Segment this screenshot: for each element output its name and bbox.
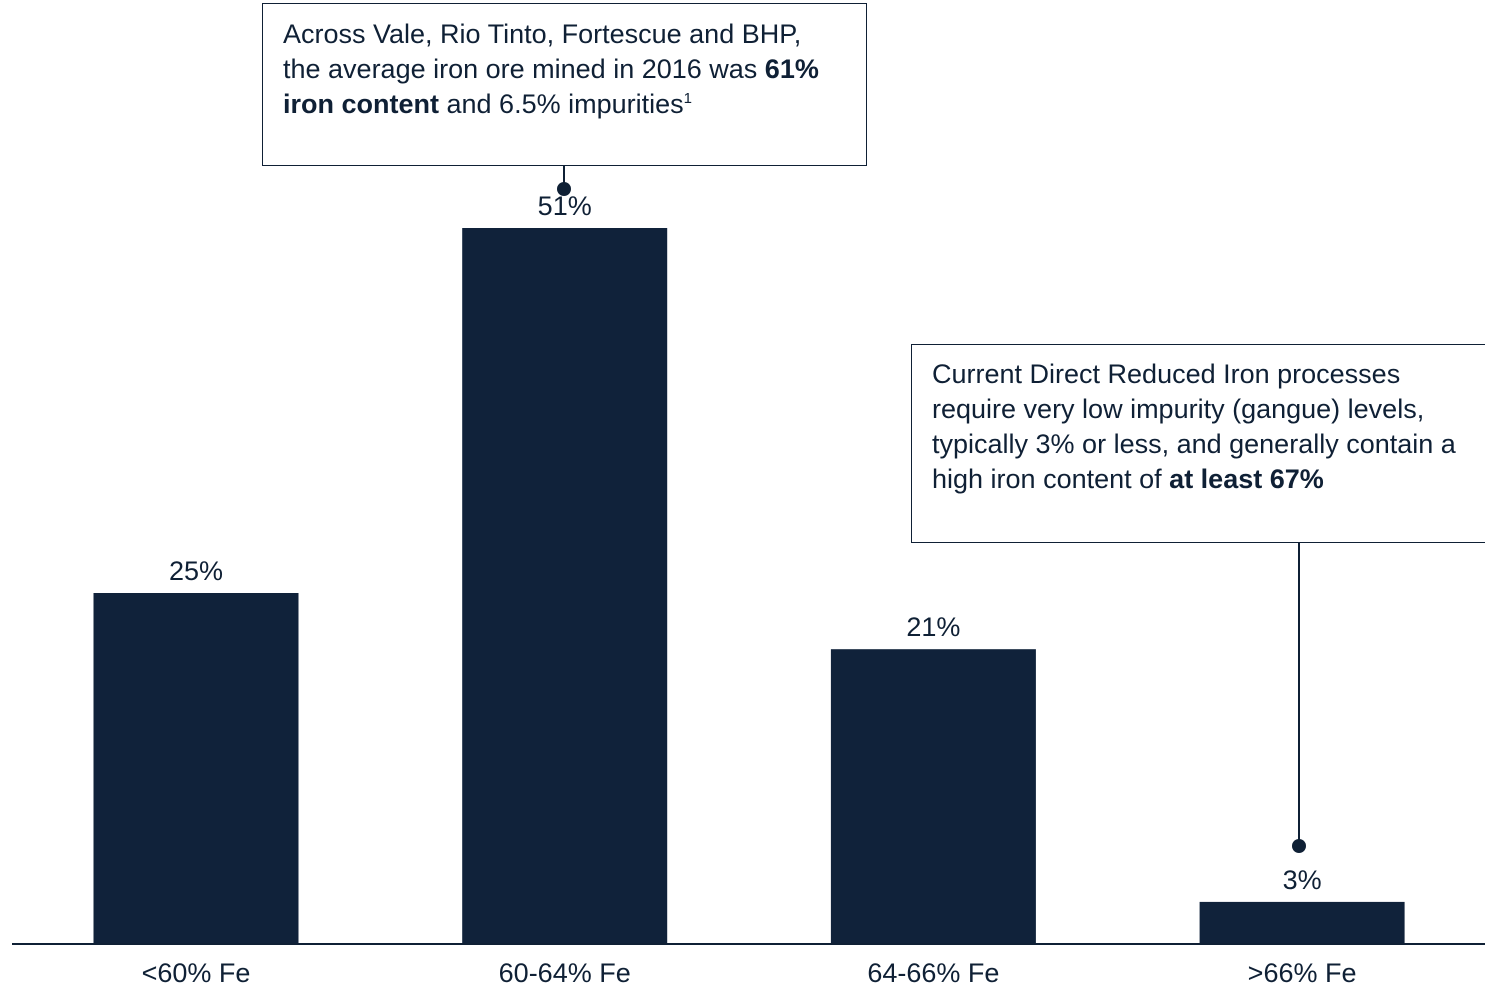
callout-right-bold-text: at least 67%	[1169, 464, 1324, 494]
bar-2	[830, 649, 1036, 944]
x-tick-label-0: <60% Fe	[142, 958, 251, 988]
callout-average-iron-ore: Across Vale, Rio Tinto, Fortescue and BH…	[262, 3, 867, 166]
x-tick-label-2: 64-66% Fe	[867, 958, 999, 988]
bar-value-label-0: 25%	[169, 556, 223, 586]
callout-left-text-before: Across Vale, Rio Tinto, Fortescue and BH…	[283, 19, 802, 84]
callout-connectors	[557, 166, 1306, 853]
callout-direct-reduced-iron: Current Direct Reduced Iron processes re…	[911, 344, 1485, 543]
value-labels-group: 25% 51% 21% 3%	[169, 191, 1322, 895]
callout-left-text-after: and 6.5% impurities	[439, 89, 684, 119]
bar-0	[93, 593, 299, 944]
x-tick-label-3: >66% Fe	[1248, 958, 1357, 988]
bar-1	[462, 228, 668, 944]
callout-right-text-before: Current Direct Reduced Iron processes re…	[932, 359, 1456, 494]
callout-left-bold-text: 61% iron content	[283, 54, 819, 119]
right-callout-dot	[1292, 839, 1306, 853]
x-tick-label-1: 60-64% Fe	[499, 958, 631, 988]
bar-value-label-1: 51%	[538, 191, 592, 221]
callout-left-footnote-marker: 1	[683, 90, 692, 107]
bars-group	[93, 228, 1405, 944]
x-tick-labels-group: <60% Fe 60-64% Fe 64-66% Fe >66% Fe	[142, 958, 1357, 988]
bar-value-label-3: 3%	[1283, 865, 1322, 895]
left-callout-dot	[557, 182, 571, 196]
bar-3	[1199, 901, 1405, 944]
bar-value-label-2: 21%	[906, 612, 960, 642]
